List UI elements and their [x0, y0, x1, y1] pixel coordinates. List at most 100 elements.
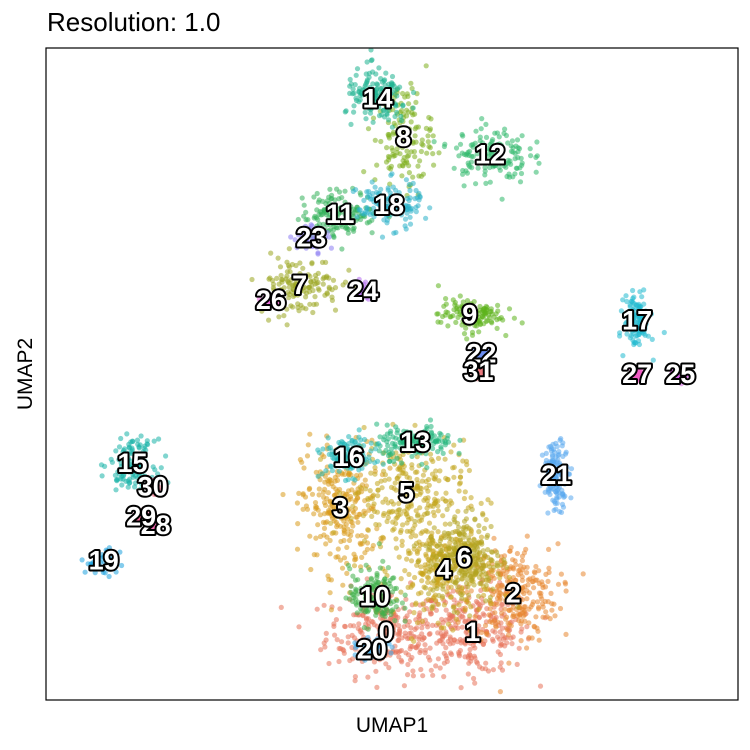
- cell-point: [288, 234, 294, 240]
- cell-point: [359, 554, 365, 561]
- cell-point: [547, 491, 553, 497]
- cell-point: [278, 277, 285, 283]
- cell-point: [512, 558, 518, 564]
- cell-point: [467, 628, 473, 634]
- cell-point: [393, 604, 399, 610]
- cluster-label-13: 13: [400, 427, 430, 457]
- cell-point: [423, 585, 429, 591]
- cell-point: [354, 514, 360, 520]
- cell-point: [375, 441, 382, 447]
- cell-point: [480, 611, 486, 617]
- cell-point: [385, 510, 391, 516]
- cell-point: [471, 582, 477, 588]
- cell-point: [434, 437, 440, 443]
- cell-point: [386, 665, 392, 671]
- cell-point: [326, 451, 332, 457]
- cell-point: [506, 574, 512, 580]
- cell-point: [366, 567, 372, 573]
- cell-point: [440, 586, 446, 592]
- cell-point: [408, 80, 414, 86]
- cell-point: [442, 438, 448, 444]
- cell-point: [386, 458, 392, 464]
- cell-point: [516, 568, 522, 574]
- cell-point: [466, 162, 472, 168]
- cell-point: [514, 661, 520, 668]
- cell-point: [431, 525, 437, 531]
- cell-point: [307, 431, 313, 437]
- cell-point: [430, 458, 436, 464]
- cell-point: [429, 622, 436, 629]
- cell-point: [451, 474, 457, 480]
- cell-point: [419, 514, 425, 520]
- cell-point: [487, 606, 493, 612]
- cell-point: [362, 550, 368, 556]
- cell-point: [428, 667, 434, 673]
- cell-point: [555, 541, 561, 547]
- cell-point: [275, 255, 281, 261]
- cell-point: [449, 651, 455, 658]
- cell-point: [286, 280, 292, 286]
- cell-point: [472, 516, 478, 522]
- cell-point: [286, 246, 292, 252]
- cell-point: [374, 526, 380, 532]
- cell-point: [520, 567, 526, 573]
- cell-point: [474, 568, 480, 574]
- cell-point: [317, 456, 324, 462]
- cell-point: [639, 294, 645, 300]
- cell-point: [466, 592, 472, 598]
- cell-point: [475, 600, 481, 606]
- cell-point: [559, 501, 566, 507]
- cell-point: [414, 550, 420, 556]
- cell-point: [499, 625, 506, 631]
- cell-point: [499, 610, 505, 616]
- cell-point: [314, 606, 320, 612]
- cell-point: [320, 489, 326, 495]
- cell-point: [453, 579, 459, 585]
- cell-point: [379, 234, 386, 240]
- cell-point: [400, 102, 406, 108]
- cell-point: [519, 320, 525, 326]
- cell-point: [304, 453, 311, 459]
- cell-point: [398, 589, 404, 595]
- cell-point: [404, 613, 410, 619]
- cell-point: [442, 456, 448, 462]
- cell-point: [357, 190, 363, 196]
- cell-point: [433, 468, 439, 474]
- cell-point: [290, 304, 296, 310]
- cell-point: [499, 667, 506, 673]
- cell-point: [359, 532, 365, 539]
- cell-point: [478, 126, 484, 132]
- cell-point: [361, 508, 367, 514]
- cell-point: [361, 424, 367, 431]
- cell-point: [337, 606, 343, 612]
- cell-point: [330, 277, 337, 283]
- cell-point: [128, 439, 134, 445]
- cell-point: [411, 89, 417, 96]
- cell-point: [297, 457, 303, 463]
- cell-point: [489, 568, 495, 574]
- cell-point: [405, 672, 411, 678]
- cell-point: [451, 609, 457, 615]
- cell-point: [330, 500, 336, 506]
- cell-point: [132, 484, 138, 490]
- cell-point: [331, 621, 337, 627]
- cell-point: [515, 572, 521, 578]
- cell-point: [333, 519, 339, 525]
- cell-point: [483, 306, 490, 313]
- cell-point: [519, 589, 525, 595]
- cell-point: [481, 525, 487, 532]
- cell-point: [533, 154, 539, 160]
- cell-point: [341, 555, 348, 561]
- cell-point: [99, 473, 105, 479]
- cell-point: [627, 335, 633, 341]
- cell-point: [409, 462, 415, 468]
- cell-point: [353, 72, 359, 78]
- cell-point: [339, 639, 345, 645]
- cell-point: [321, 532, 327, 538]
- cell-point: [380, 558, 386, 564]
- cluster-label-14: 14: [363, 83, 393, 113]
- cell-point: [443, 498, 449, 504]
- cell-point: [459, 613, 465, 619]
- cell-point: [449, 536, 455, 542]
- cell-point: [316, 450, 322, 456]
